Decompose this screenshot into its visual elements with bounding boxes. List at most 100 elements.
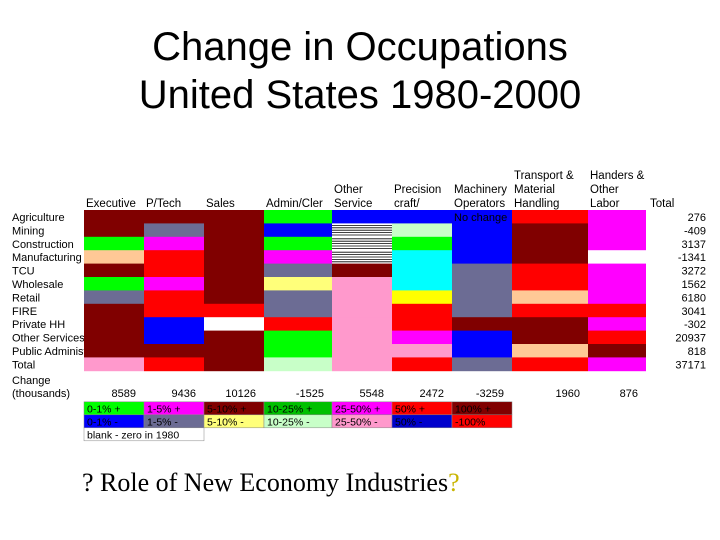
heatmap-cell-r5-c6 (452, 277, 512, 291)
column-change-7: 1960 (556, 388, 580, 400)
column-change-2: 10126 (225, 388, 256, 400)
heatmap-cell-r9-c7 (512, 330, 588, 345)
heatmap-cell-r6-c4 (332, 290, 392, 305)
heatmap-cell-r8-c0 (84, 317, 144, 331)
heatmap-cell-r0-c6 (452, 210, 512, 224)
heatmap-cell-r3-c1 (144, 250, 204, 264)
column-header-7-line-1: Material (514, 184, 555, 196)
column-change-5: 2472 (420, 388, 444, 400)
heatmap-cell-r8-c2 (204, 317, 264, 331)
heatmap-cell-r11-c7 (512, 357, 588, 372)
heatmap-cell-r2-c7 (512, 236, 588, 251)
legend-label-0-6: 100% + (455, 403, 491, 415)
heatmap-cell-r3-c6 (452, 250, 512, 264)
heatmap-cell-r6-c3 (264, 290, 332, 305)
heatmap-cell-r11-c0 (84, 357, 144, 372)
legend-label-1-2: 5-10% - (207, 416, 244, 428)
heatmap-cell-r10-c5 (392, 344, 452, 358)
heatmap-cell-r11-c6 (452, 357, 512, 372)
legend-swatch-blank (83, 427, 205, 442)
heatmap-cell-r0-c1 (144, 210, 204, 224)
heatmap-cell-r10-c7 (512, 344, 588, 358)
column-header-7-line-2: Handling (514, 198, 559, 210)
heatmap-cell-r4-c5 (392, 263, 452, 278)
column-change-6: -3259 (476, 388, 504, 400)
legend-blank-label: blank - zero in 1980 (87, 429, 179, 441)
heatmap-cell-r4-c4 (332, 263, 392, 278)
row-label-3: Manufacturing (12, 252, 82, 264)
row-label-6: Retail (12, 292, 40, 304)
heatmap-cell-r0-c0 (84, 210, 144, 224)
heatmap-cell-r1-c2 (204, 223, 264, 238)
heatmap-cell-r8-c1 (144, 317, 204, 331)
heatmap-cell-r1-c8 (588, 223, 646, 238)
legend-label-0-5: 50% + (395, 403, 425, 415)
heatmap-cell-r1-c3 (264, 223, 332, 238)
heatmap-cell-r2-c1 (144, 236, 204, 251)
heatmap-cell-r10-c0 (84, 344, 144, 358)
heatmap-cell-r1-c5 (392, 223, 452, 238)
legend-swatch-1-6 (451, 414, 513, 429)
heatmap-cell-r11-c2 (204, 357, 264, 372)
heatmap-cell-r7-c5 (392, 303, 452, 318)
column-change-3: -1525 (296, 388, 324, 400)
column-header-3-line-0: Admin/Cler (266, 198, 323, 210)
row-label-0: Agriculture (12, 212, 65, 224)
heatmap-cell-r4-c1 (144, 263, 204, 278)
heatmap-cell-r0-c4 (332, 210, 392, 224)
heatmap-cell-r7-c8 (588, 303, 646, 318)
column-change-4: 5548 (360, 388, 384, 400)
row-total-6: 6180 (682, 292, 706, 304)
row-total-5: 1562 (682, 279, 706, 291)
column-header-1-line-0: P/Tech (146, 198, 181, 210)
heatmap-cell-r4-c6 (452, 263, 512, 278)
heatmap-cell-r9-c2 (204, 330, 264, 345)
chart-title-line-1: Change in Occupations (152, 25, 568, 69)
heatmap-cell-r5-c1 (144, 277, 204, 291)
heatmap-cell-r9-c3 (264, 330, 332, 345)
heatmap-cell-r0-c7 (512, 210, 588, 224)
heatmap-cell-r10-c3 (264, 344, 332, 358)
heatmap-cell-r0-c8 (588, 210, 646, 224)
legend-label-1-1: 1-5% - (147, 416, 178, 428)
heatmap-cell-r1-c1 (144, 223, 204, 238)
legend-label-1-4: 25-50% - (335, 416, 378, 428)
heatmap-cell-r6-c8 (588, 290, 646, 305)
column-change-8: 876 (620, 388, 638, 400)
row-total-2: 3137 (682, 239, 706, 251)
footer-question-mark-left: ? (82, 468, 94, 497)
heatmap-cell-r3-c0 (84, 250, 144, 264)
heatmap-cell-r5-c8 (588, 277, 646, 291)
row-total-7: 3041 (682, 306, 706, 318)
heatmap-cell-r2-c3 (264, 236, 332, 251)
heatmap-cell-r5-c2 (204, 277, 264, 291)
heatmap-cell-r11-c5 (392, 357, 452, 372)
heatmap-cell-r7-c1 (144, 303, 204, 318)
footer-question-mark-right: ? (448, 468, 460, 497)
footer-text: Role of New Economy Industries (93, 468, 449, 497)
heatmap-cell-r5-c5 (392, 277, 452, 291)
legend-label-1-6: -100% (455, 416, 485, 428)
heatmap-cell-r8-c4 (332, 317, 392, 331)
heatmap-cell-r8-c8 (588, 317, 646, 331)
column-header-7-line-0: Transport & (514, 170, 574, 182)
heatmap-cell-r8-c6 (452, 317, 512, 331)
change-label-line-0: Change (12, 375, 51, 387)
column-header-8-line-1: Other (590, 184, 619, 196)
heatmap-cell-r7-c4 (332, 303, 392, 318)
heatmap-cell-r6-c7 (512, 290, 588, 305)
legend-label-0-2: 5-10% + (207, 403, 246, 415)
heatmap-cell-r1-c6 (452, 223, 512, 238)
heatmap-cell-r7-c3 (264, 303, 332, 318)
heatmap-cell-r2-c0 (84, 236, 144, 251)
heatmap-cell-r9-c0 (84, 330, 144, 345)
heatmap-cell-r4-c2 (204, 263, 264, 278)
legend-label-0-4: 25-50% + (335, 403, 380, 415)
column-header-8-line-0: Handers & (590, 170, 645, 182)
row-total-8: -302 (684, 319, 706, 331)
no-change-label: No change (454, 212, 507, 224)
heatmap-cell-r4-c0 (84, 263, 144, 278)
footer-question: ? Role of New Economy Industries? (82, 468, 460, 498)
column-change-1: 9436 (172, 388, 196, 400)
row-label-4: TCU (12, 266, 35, 278)
